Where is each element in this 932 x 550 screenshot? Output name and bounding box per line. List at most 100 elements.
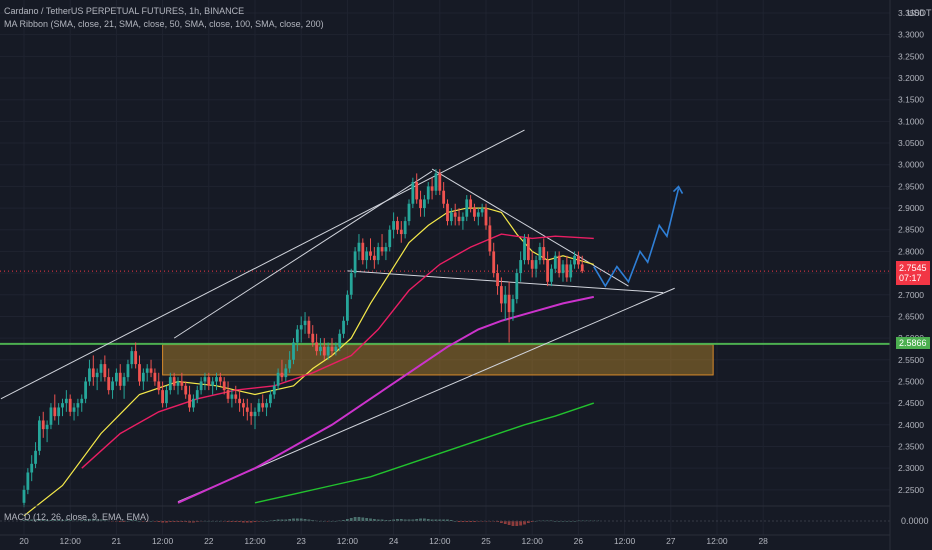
candle bbox=[446, 199, 449, 226]
candle bbox=[484, 203, 488, 230]
macd-legend[interactable]: MACD (12, 26, close, 9, EMA, EMA) bbox=[4, 512, 150, 522]
candle-body bbox=[372, 255, 376, 261]
candle-body bbox=[292, 342, 295, 360]
x-tick-label: 23 bbox=[296, 536, 306, 546]
candle-body bbox=[580, 264, 584, 272]
candle bbox=[342, 316, 345, 339]
macd-bar bbox=[157, 521, 161, 522]
macd-pane bbox=[0, 517, 890, 526]
macd-bar bbox=[426, 519, 430, 521]
candle bbox=[315, 333, 318, 356]
macd-bar bbox=[392, 519, 395, 521]
candle-body bbox=[330, 346, 334, 352]
candle-body bbox=[403, 221, 407, 235]
candle bbox=[157, 372, 161, 395]
candle-body bbox=[442, 190, 446, 204]
candle bbox=[561, 260, 565, 282]
macd-bar bbox=[57, 520, 61, 521]
candle bbox=[519, 251, 523, 282]
candle-body bbox=[22, 489, 26, 503]
candle-body bbox=[57, 407, 61, 417]
candle bbox=[438, 169, 442, 196]
candle-body bbox=[453, 212, 457, 217]
x-tick-label: 27 bbox=[666, 536, 676, 546]
candle bbox=[64, 390, 68, 412]
macd-bar bbox=[64, 519, 68, 521]
candle bbox=[453, 203, 457, 226]
macd-bar bbox=[523, 521, 526, 525]
candle-body bbox=[230, 394, 234, 399]
candle-body bbox=[361, 242, 365, 261]
macd-bar bbox=[292, 518, 295, 521]
candle-body bbox=[26, 472, 30, 490]
candle-body bbox=[484, 208, 488, 226]
macd-bar bbox=[584, 520, 588, 522]
macd-bar bbox=[376, 519, 380, 521]
macd-bar bbox=[138, 521, 141, 522]
candle bbox=[565, 255, 569, 282]
candle-body bbox=[380, 247, 384, 252]
macd-bar bbox=[561, 521, 565, 522]
macd-bar bbox=[141, 521, 145, 522]
candle-body bbox=[295, 329, 299, 343]
ma-ribbon-legend[interactable]: MA Ribbon (SMA, close, 21, SMA, close, 5… bbox=[4, 19, 324, 29]
macd-bar bbox=[245, 521, 249, 523]
candle bbox=[95, 368, 99, 391]
candle bbox=[165, 385, 168, 408]
candle bbox=[473, 203, 476, 222]
macd-bar bbox=[453, 521, 457, 522]
macd-bar bbox=[469, 521, 472, 522]
candle bbox=[442, 182, 446, 209]
candle-body bbox=[211, 381, 215, 386]
candle-body bbox=[507, 294, 511, 313]
macd-bar bbox=[557, 521, 561, 522]
macd-bar bbox=[473, 521, 476, 522]
candle-body bbox=[365, 251, 369, 261]
last-price-value: 2.7545 bbox=[899, 263, 927, 274]
candle bbox=[265, 398, 268, 417]
candle-body bbox=[561, 264, 565, 274]
macd-bar bbox=[353, 517, 357, 521]
macd-bar bbox=[238, 521, 241, 522]
candle-body bbox=[141, 372, 145, 382]
candle-body bbox=[34, 450, 37, 464]
x-tick-label: 21 bbox=[112, 536, 122, 546]
candle-body bbox=[326, 346, 330, 356]
candle bbox=[403, 216, 407, 239]
y-tick-label: 2.4500 bbox=[898, 398, 924, 408]
macd-bar bbox=[38, 519, 41, 521]
macd-bar bbox=[149, 521, 153, 522]
candle-body bbox=[218, 377, 222, 382]
candle bbox=[99, 359, 103, 382]
candle bbox=[419, 190, 422, 217]
candle bbox=[295, 325, 299, 352]
candle-body bbox=[577, 255, 580, 265]
candle bbox=[365, 247, 369, 269]
candle bbox=[503, 286, 507, 321]
candle-body bbox=[126, 364, 130, 378]
candle-body bbox=[122, 377, 126, 386]
candle bbox=[53, 394, 57, 421]
candle-body bbox=[569, 264, 573, 278]
candle-body bbox=[249, 411, 253, 417]
candle-body bbox=[257, 403, 261, 412]
candle bbox=[449, 208, 453, 226]
candle bbox=[149, 359, 153, 378]
candle bbox=[415, 173, 419, 204]
candle-body bbox=[64, 398, 68, 404]
candle bbox=[492, 242, 496, 278]
candle-body bbox=[303, 320, 307, 326]
candle bbox=[192, 394, 195, 412]
macd-bar bbox=[442, 519, 446, 521]
candle bbox=[126, 359, 130, 382]
symbol-title[interactable]: Cardano / TetherUS PERPETUAL FUTURES, 1h… bbox=[4, 6, 245, 16]
candle-body bbox=[76, 403, 80, 408]
x-tick-label: 25 bbox=[481, 536, 491, 546]
candle bbox=[111, 377, 114, 399]
candle bbox=[392, 212, 395, 239]
macd-bar bbox=[307, 519, 311, 521]
macd-bar bbox=[500, 521, 503, 523]
candle bbox=[203, 372, 207, 391]
candle-body bbox=[530, 260, 534, 269]
